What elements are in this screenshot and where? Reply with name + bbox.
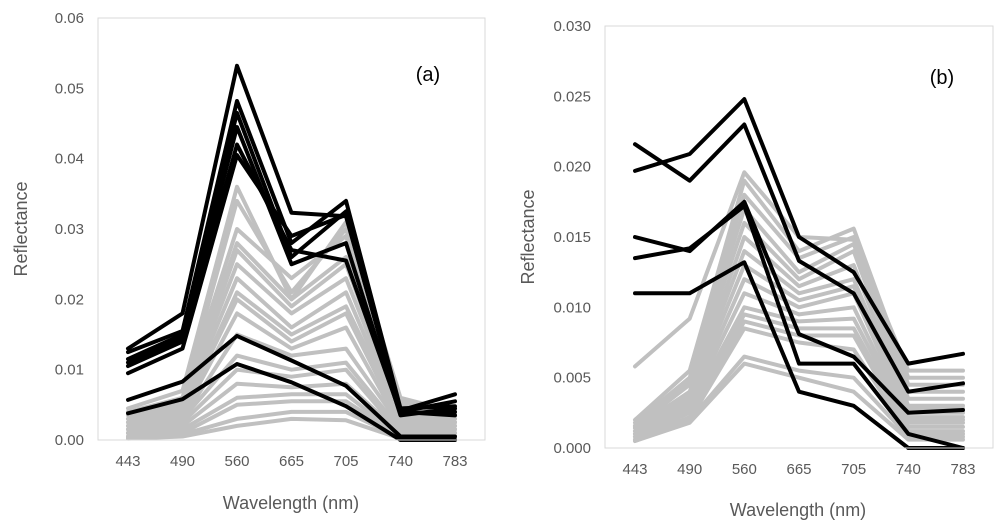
x-tick-label: 490 xyxy=(677,461,702,478)
black-series-line xyxy=(633,122,965,394)
x-tick-label: 560 xyxy=(224,453,249,470)
y-tick-label: 0.04 xyxy=(55,151,84,168)
y-tick-label: 0.015 xyxy=(553,229,591,246)
y-tick-labels-b: 0.000 0.005 0.010 0.015 0.020 0.025 0.030 xyxy=(553,18,591,457)
x-tick-label: 490 xyxy=(170,453,195,470)
y-tick-label: 0.010 xyxy=(553,299,591,316)
x-tick-label: 443 xyxy=(115,453,140,470)
y-tick-label: 0.05 xyxy=(55,80,84,97)
grey-series-line xyxy=(633,312,965,439)
y-tick-label: 0.025 xyxy=(553,88,591,105)
black-series-line xyxy=(126,333,457,439)
x-tick-labels-b: 443 490 560 665 705 740 783 xyxy=(622,461,975,478)
grey-series-line xyxy=(633,361,965,443)
chart-panel-a: 0.00 0.01 0.02 0.03 0.04 0.05 0.06 443 490 560 66… xyxy=(11,10,486,513)
y-tick-label: 0.03 xyxy=(55,221,84,238)
x-axis-title-a: Wavelength (nm) xyxy=(223,493,359,513)
y-axis-title-b: Reflectance xyxy=(518,189,538,284)
x-tick-label: 783 xyxy=(442,453,467,470)
y-tick-labels-a: 0.00 0.01 0.02 0.03 0.04 0.05 0.06 xyxy=(55,10,84,449)
panel-label-a: (a) xyxy=(416,64,440,86)
grey-series-line xyxy=(126,353,457,435)
x-tick-label: 783 xyxy=(950,461,975,478)
x-tick-label: 705 xyxy=(841,461,866,478)
y-axis-title-a: Reflectance xyxy=(11,181,31,276)
y-tick-label: 0.06 xyxy=(55,10,84,27)
x-tick-label: 560 xyxy=(732,461,757,478)
x-axis-title-b: Wavelength (nm) xyxy=(730,500,866,520)
y-tick-label: 0.00 xyxy=(55,432,84,449)
x-tick-label: 665 xyxy=(786,461,811,478)
black-series-line xyxy=(126,153,457,418)
y-tick-label: 0.005 xyxy=(553,370,591,387)
x-tick-label: 740 xyxy=(896,461,921,478)
x-tick-label: 443 xyxy=(622,461,647,478)
y-tick-label: 0.030 xyxy=(553,18,591,35)
x-tick-label: 705 xyxy=(333,453,358,470)
grey-series-line xyxy=(126,381,457,439)
x-tick-label: 740 xyxy=(388,453,413,470)
y-tick-label: 0.020 xyxy=(553,159,591,176)
black-series-line xyxy=(633,97,965,366)
grey-series-line xyxy=(633,220,965,429)
y-tick-label: 0.02 xyxy=(55,291,84,308)
series-group-a xyxy=(126,63,457,442)
series-group-b xyxy=(633,97,965,450)
x-tick-labels-a: 443 490 560 665 705 740 783 xyxy=(115,453,467,470)
black-series-line xyxy=(633,204,965,450)
grey-series-line xyxy=(633,178,965,422)
grey-series-line xyxy=(633,305,965,439)
y-tick-label: 0.01 xyxy=(55,362,84,379)
panel-label-b: (b) xyxy=(930,67,954,89)
y-tick-label: 0.000 xyxy=(553,440,591,457)
x-tick-label: 665 xyxy=(279,453,304,470)
black-series-line xyxy=(633,199,965,415)
black-series-line xyxy=(126,125,457,418)
